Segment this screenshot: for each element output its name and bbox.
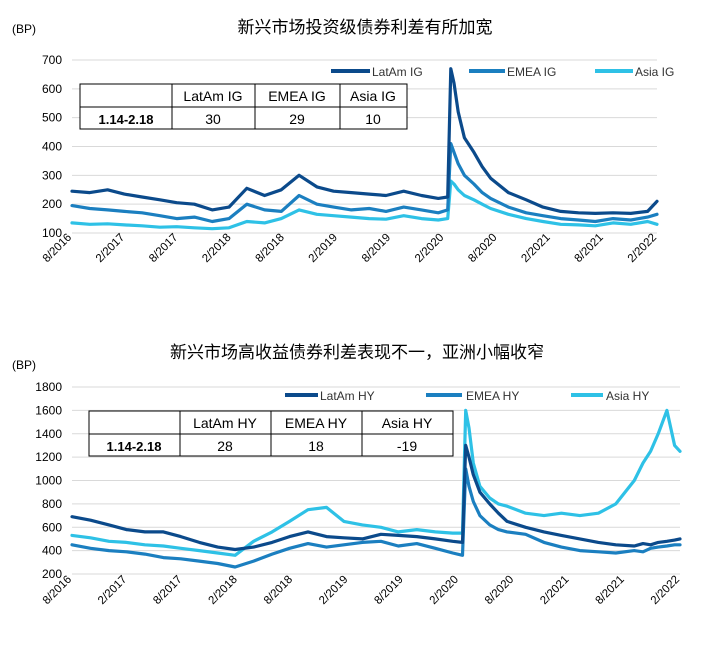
legend-item-latam-ig: LatAm IG — [331, 65, 423, 79]
legend-item-emea-hy: EMEA HY — [426, 389, 519, 403]
y-tick-label: 700 — [42, 53, 62, 67]
table-header-emea: EMEA HY — [285, 415, 348, 431]
table-header-asia: Asia IG — [350, 88, 396, 104]
x-tick-labels: 8/2016 2/2017 8/2017 2/2018 8/2018 2/2019 8/20… — [41, 232, 659, 265]
x-tick-label: 2/2017 — [94, 232, 127, 265]
legend-item-asia-hy: Asia HY — [571, 389, 649, 403]
legend-item-asia-ig: Asia IG — [595, 65, 674, 79]
chart-title: 新兴市场高收益债券利差表现不一，亚洲小幅收窄 — [170, 343, 544, 363]
x-tick-label: 8/2017 — [151, 574, 184, 607]
x-tick-label: 2/2017 — [96, 574, 129, 607]
legend-label: EMEA HY — [466, 389, 519, 403]
x-tick-label: 8/2020 — [466, 232, 499, 265]
change-table: LatAm IG EMEA IG Asia IG 1.14-2.18 30 29… — [79, 83, 408, 130]
legend: LatAm HY EMEA HY Asia HY — [285, 389, 649, 403]
legend-item-latam-hy: LatAm HY — [285, 389, 375, 403]
series-line-asia — [70, 408, 682, 557]
series-line-latam — [70, 67, 659, 215]
series-line-latam — [70, 443, 682, 552]
chart-title: 新兴市场投资级债券利差有所加宽 — [238, 18, 493, 38]
x-tick-label: 2/2021 — [538, 574, 571, 607]
x-tick-label: 8/2021 — [573, 232, 606, 265]
table-value-emea: 18 — [308, 438, 324, 454]
legend-label: EMEA IG — [507, 65, 556, 79]
x-tick-label: 8/2021 — [593, 574, 626, 607]
series-lines — [70, 67, 659, 231]
y-tick-label: 300 — [42, 168, 62, 182]
y-tick-label: 400 — [42, 140, 62, 154]
y-tick-label: 1200 — [35, 450, 62, 464]
x-tick-label: 8/2019 — [372, 574, 405, 607]
x-tick-label: 2/2020 — [428, 574, 461, 607]
x-tick-label: 2/2021 — [519, 232, 552, 265]
y-tick-label: 1000 — [35, 474, 62, 488]
x-tick-label: 2/2022 — [649, 574, 682, 607]
y-tick-label: 1800 — [35, 380, 62, 394]
x-tick-label: 8/2018 — [253, 232, 286, 265]
table-period: 1.14-2.18 — [99, 112, 154, 127]
y-tick-label: 1400 — [35, 427, 62, 441]
x-tick-label: 8/2019 — [360, 232, 393, 265]
table-header-latam: LatAm IG — [183, 88, 242, 104]
x-tick-label: 2/2018 — [200, 232, 233, 265]
legend: LatAm IG EMEA IG Asia IG — [331, 65, 674, 79]
y-tick-label: 100 — [42, 226, 62, 240]
table-value-asia: -19 — [397, 438, 417, 454]
series-line-emea — [70, 467, 682, 569]
x-tick-label: 8/2018 — [262, 574, 295, 607]
y-tick-label: 200 — [42, 567, 62, 581]
y-tick-label: 600 — [42, 520, 62, 534]
y-tick-label: 800 — [42, 497, 62, 511]
x-tick-labels: 8/2016 2/2017 8/2017 2/2018 8/2018 2/2019 8/20… — [41, 574, 682, 607]
table-header-latam: LatAm HY — [193, 415, 257, 431]
hy-spread-chart: 新兴市场高收益债券利差表现不一，亚洲小幅收窄 (BP) 200 400 600 800… — [12, 343, 682, 607]
x-tick-label: 2/2022 — [626, 232, 659, 265]
table-value-asia: 10 — [365, 111, 381, 127]
legend-label: Asia IG — [635, 65, 674, 79]
ig-spread-chart: 新兴市场投资级债券利差有所加宽 (BP) 100 200 300 400 500 600 7… — [12, 18, 674, 265]
y-tick-label: 200 — [42, 197, 62, 211]
table-value-emea: 29 — [289, 111, 305, 127]
legend-label: Asia HY — [606, 389, 649, 403]
x-tick-label: 8/2020 — [483, 574, 516, 607]
legend-label: LatAm IG — [372, 65, 423, 79]
y-tick-label: 400 — [42, 544, 62, 558]
table-header-asia: Asia HY — [382, 415, 433, 431]
series-line-asia — [70, 179, 659, 231]
x-tick-label: 8/2017 — [147, 232, 180, 265]
table-period: 1.14-2.18 — [107, 439, 162, 454]
table-value-latam: 30 — [205, 111, 221, 127]
series-lines — [70, 408, 682, 569]
y-tick-label: 600 — [42, 82, 62, 96]
y-tick-label: 1600 — [35, 403, 62, 417]
x-tick-label: 2/2018 — [207, 574, 240, 607]
x-tick-label: 2/2019 — [307, 232, 340, 265]
y-tick-labels: 100 200 300 400 500 600 700 — [42, 53, 62, 240]
legend-item-emea-ig: EMEA IG — [469, 65, 556, 79]
x-tick-label: 2/2020 — [413, 232, 446, 265]
change-table: LatAm HY EMEA HY Asia HY 1.14-2.18 28 18… — [88, 410, 454, 457]
legend-label: LatAm HY — [320, 389, 375, 403]
table-header-emea: EMEA IG — [268, 88, 326, 104]
y-unit-label: (BP) — [12, 22, 36, 36]
y-unit-label: (BP) — [12, 358, 36, 372]
table-value-latam: 28 — [217, 438, 233, 454]
y-tick-labels: 200 400 600 800 1000 1200 1400 1600 1800 — [35, 380, 62, 581]
y-tick-label: 500 — [42, 111, 62, 125]
series-line-emea — [70, 142, 659, 224]
x-tick-label: 2/2019 — [317, 574, 350, 607]
